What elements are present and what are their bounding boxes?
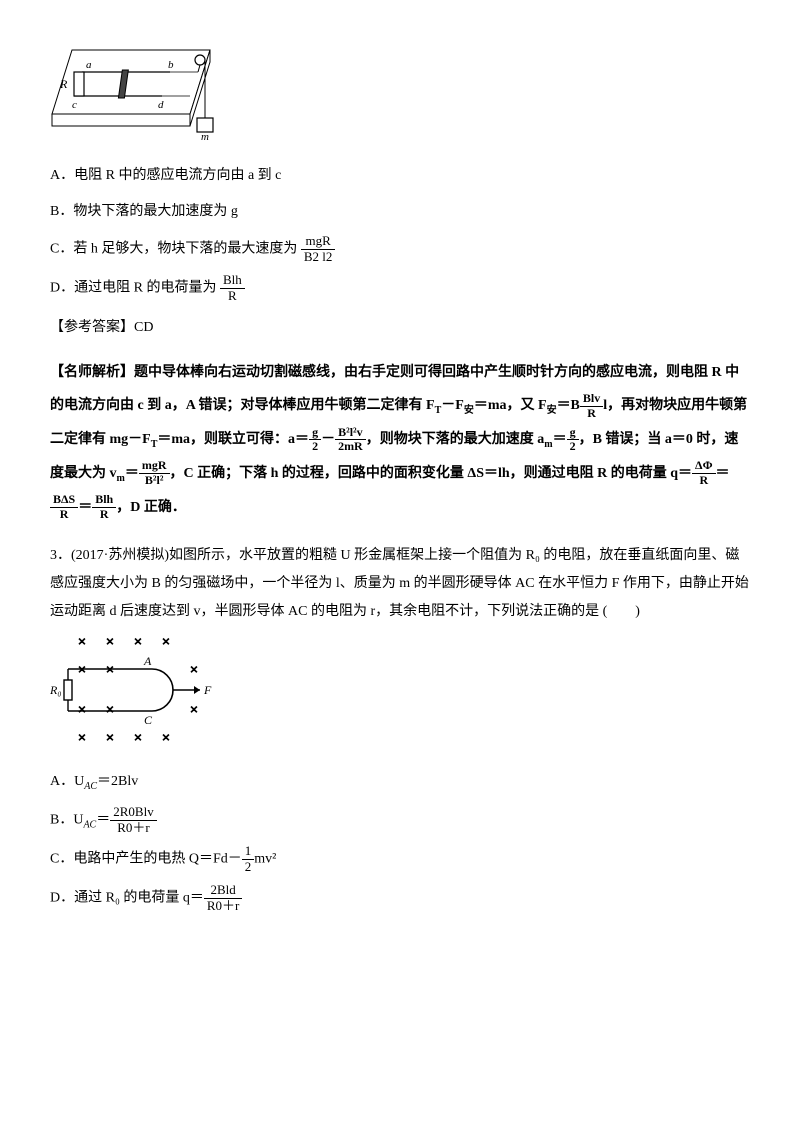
svg-text:b: b xyxy=(168,59,174,71)
q3-option-b: B．UAC＝2R0BlvR0＋r xyxy=(50,805,750,836)
svg-text:m: m xyxy=(201,131,209,143)
svg-text:×: × xyxy=(134,635,142,650)
q2-diagram: a b c d R m xyxy=(50,44,750,144)
svg-text:C: C xyxy=(144,713,153,727)
svg-text:×: × xyxy=(190,663,198,678)
svg-text:×: × xyxy=(106,663,114,678)
q3-option-c: C．电路中产生的电热 Q＝Fd－12mv² xyxy=(50,844,750,875)
svg-text:×: × xyxy=(78,731,86,746)
svg-text:×: × xyxy=(162,635,170,650)
svg-text:×: × xyxy=(190,703,198,718)
analysis-label: 【名师解析】 xyxy=(50,365,134,380)
svg-text:A: A xyxy=(143,654,152,668)
svg-text:×: × xyxy=(134,731,142,746)
q3-source: (2017·苏州模拟) xyxy=(71,548,169,563)
q2-analysis: 【名师解析】题中导体棒向右运动切割磁感线，由右手定则可得回路中产生顺时针方向的感… xyxy=(50,356,750,525)
fraction: Blh R xyxy=(220,273,245,304)
answer-label: 【参考答案】 xyxy=(50,320,134,335)
svg-text:a: a xyxy=(86,59,92,71)
svg-text:R₀: R₀ xyxy=(50,683,62,697)
option-text-pre: C．若 h 足够大，物块下落的最大速度为 xyxy=(50,242,297,257)
svg-text:×: × xyxy=(162,731,170,746)
fraction: mgR B2 l2 xyxy=(301,234,336,265)
svg-text:R: R xyxy=(59,77,68,91)
option-text: A．电阻 R 中的感应电流方向由 a 到 c xyxy=(50,168,281,183)
q2-option-d: D．通过电阻 R 的电荷量为 Blh R xyxy=(50,273,750,304)
svg-text:×: × xyxy=(106,635,114,650)
q2-option-a: A．电阻 R 中的感应电流方向由 a 到 c xyxy=(50,162,750,190)
answer-value: CD xyxy=(134,320,153,335)
q3-diagram: ×××× ××× ××× ×××× A C F R₀ xyxy=(50,630,750,750)
svg-text:F: F xyxy=(203,683,212,697)
q3-stem: 3．(2017·苏州模拟)如图所示，水平放置的粗糙 U 形金属框架上接一个阻值为… xyxy=(50,542,750,626)
svg-text:d: d xyxy=(158,99,164,111)
q3-option-a: A．UAC＝2Blv xyxy=(50,768,750,797)
svg-text:×: × xyxy=(78,635,86,650)
option-text: B．物块下落的最大加速度为 g xyxy=(50,204,238,219)
q2-option-b: B．物块下落的最大加速度为 g xyxy=(50,198,750,226)
q2-option-c: C．若 h 足够大，物块下落的最大速度为 mgR B2 l2 xyxy=(50,234,750,265)
svg-text:c: c xyxy=(72,99,77,111)
svg-text:×: × xyxy=(78,663,86,678)
q2-answer: 【参考答案】CD xyxy=(50,314,750,342)
option-text-pre: D．通过电阻 R 的电荷量为 xyxy=(50,281,220,296)
q3-option-d: D．通过 R₀ 的电荷量 q＝2BldR0＋r xyxy=(50,883,750,914)
q3-number: 3． xyxy=(50,548,71,563)
svg-text:×: × xyxy=(106,731,114,746)
